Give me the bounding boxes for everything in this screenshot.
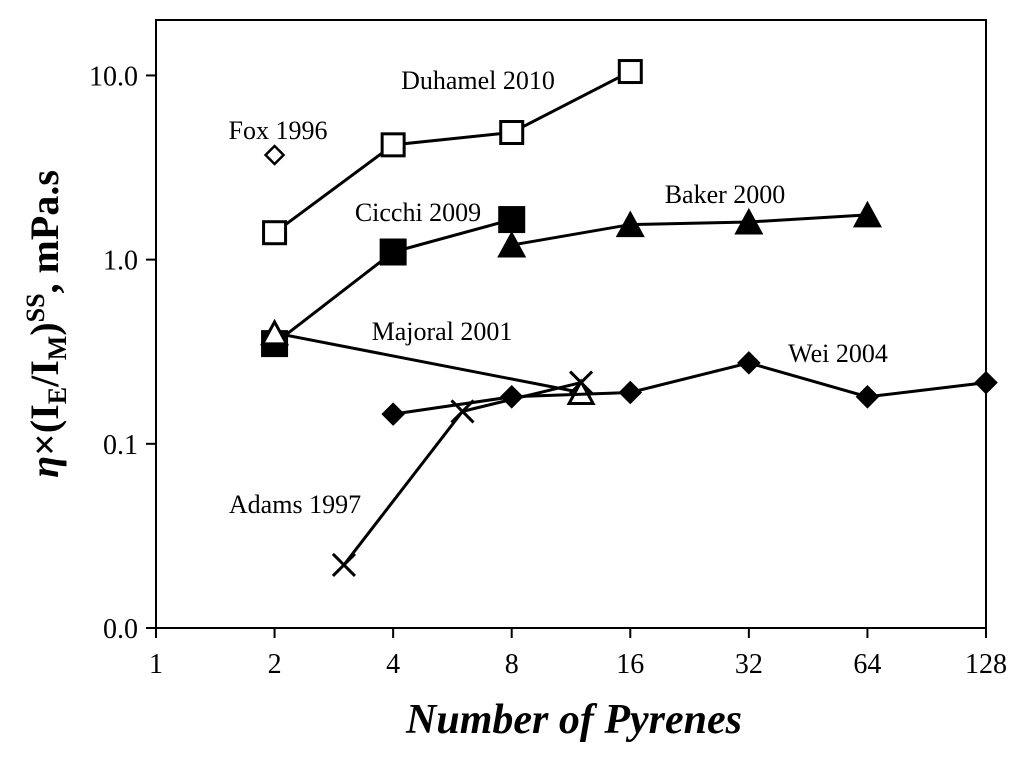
series-line [392, 361, 987, 416]
series-label: Majoral 2001 [372, 317, 513, 346]
y-axis-title-part: ) [22, 322, 67, 335]
data-point [498, 206, 526, 234]
series-label: Adams 1997 [229, 490, 361, 519]
annotation-layer: Duhamel 2010 Fox 1996 Cicchi 2009 Baker 200… [229, 66, 888, 519]
y-axis-title-unit: , mPa.s [22, 170, 67, 293]
data-point [569, 370, 594, 395]
y-axis-title: η×(IE/IM)SS, mPa.s [21, 170, 72, 478]
y-axis-title-subscript-m: M [43, 336, 72, 361]
data-point [737, 351, 761, 375]
data-point [734, 207, 764, 235]
data-point [618, 380, 643, 405]
data-point [263, 144, 286, 166]
series [497, 200, 882, 258]
plot-area [155, 19, 987, 629]
series-label: Fox 1996 [229, 116, 328, 145]
x-tick-label: 128 [965, 649, 1007, 680]
data-point [379, 238, 407, 266]
x-tick-label: 4 [386, 649, 400, 680]
data-point [380, 132, 406, 158]
x-tick-label: 64 [853, 649, 881, 680]
series-layer [260, 59, 998, 577]
series-label: Baker 2000 [665, 180, 786, 209]
data-point [615, 210, 645, 238]
y-tick-label: 10.0 [89, 61, 138, 92]
series [331, 370, 594, 577]
data-point [260, 318, 290, 346]
y-tick-label: 1.0 [103, 246, 138, 277]
data-point [499, 120, 525, 146]
series [263, 144, 286, 166]
data-point [381, 402, 405, 426]
data-point [331, 552, 356, 577]
data-point [855, 385, 880, 409]
x-axis-title: Number of Pyrenes [405, 697, 742, 743]
y-axis-title-part: ×(I [22, 404, 67, 456]
x-tick-label: 1 [149, 649, 163, 680]
series-line [273, 70, 631, 234]
x-tick-label: 2 [268, 649, 282, 680]
y-axis-ticks: 0.0 0.1 1.0 10.0 [89, 61, 156, 645]
y-axis-title-part: /I [22, 360, 67, 388]
y-axis-title-subscript-e: E [43, 387, 72, 404]
x-tick-label: 8 [505, 649, 519, 680]
series-line [511, 213, 868, 247]
data-point [852, 200, 882, 228]
data-point [450, 399, 475, 424]
data-point [497, 230, 527, 258]
series [262, 59, 643, 246]
y-axis-title-eta: η [22, 456, 67, 478]
series [260, 318, 596, 405]
data-point [617, 59, 643, 85]
x-axis-ticks: 1 2 4 8 16 32 64 128 [149, 628, 1007, 680]
data-point [566, 378, 596, 405]
y-axis-title-superscript: SS [21, 293, 50, 322]
series-label: Cicchi 2009 [355, 198, 481, 227]
data-point [262, 220, 288, 246]
series-label: Duhamel 2010 [401, 66, 555, 95]
x-tick-label: 16 [616, 649, 644, 680]
y-tick-label: 0.0 [103, 614, 138, 645]
series-label: Wei 2004 [788, 339, 888, 368]
series-line [274, 331, 582, 394]
data-point [974, 370, 998, 395]
y-tick-label: 0.1 [103, 430, 138, 461]
x-tick-label: 32 [735, 649, 763, 680]
